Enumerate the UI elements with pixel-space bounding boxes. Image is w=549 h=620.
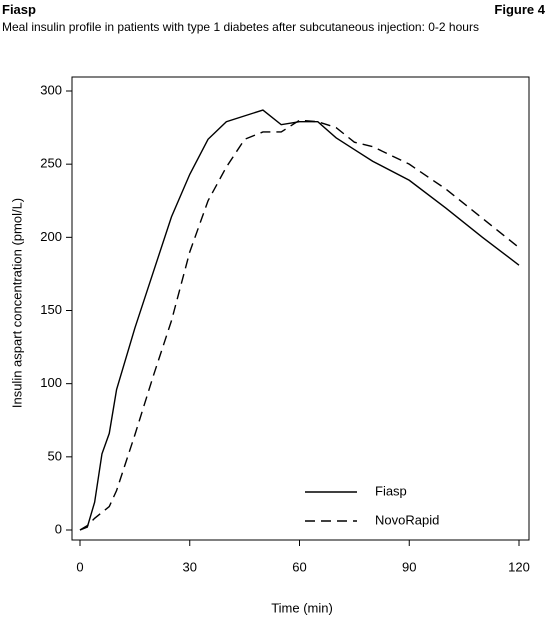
header-right: Figure 4 [494,2,545,17]
x-tick-label: 60 [292,559,306,574]
header-left: Fiasp [2,2,36,17]
y-axis-label: Insulin aspart concentration (pmol/L) [9,198,24,408]
legend-label: Fiasp [375,483,407,498]
series-line [79,119,520,531]
x-tick-label: 30 [183,559,197,574]
series-line [79,109,520,531]
y-tick-label: 200 [40,229,62,244]
x-tick-label: 90 [402,559,416,574]
y-tick-label: 150 [40,302,62,317]
x-axis-label: Time (min) [271,600,333,615]
x-tick-label: 120 [508,559,530,574]
y-tick-label: 0 [55,521,62,536]
y-tick-label: 50 [48,448,62,463]
y-tick-label: 250 [40,156,62,171]
y-tick-label: 100 [40,375,62,390]
chart-title: Meal insulin profile in patients with ty… [2,20,479,34]
plot-frame [71,76,530,541]
x-tick-label: 0 [76,559,83,574]
y-tick-label: 300 [40,82,62,97]
legend-label: NovoRapid [375,512,439,527]
